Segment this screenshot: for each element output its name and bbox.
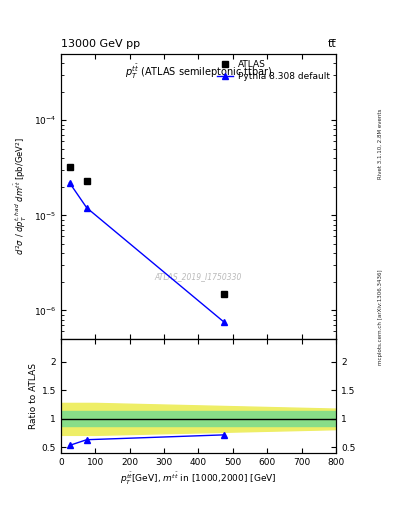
Text: $p_T^{t\bar{t}}$ (ATLAS semileptonic ttbar): $p_T^{t\bar{t}}$ (ATLAS semileptonic ttb… — [125, 62, 272, 80]
Text: Rivet 3.1.10, 2.8M events: Rivet 3.1.10, 2.8M events — [378, 108, 383, 179]
Legend: ATLAS, Pythia 8.308 default: ATLAS, Pythia 8.308 default — [215, 58, 332, 82]
ATLAS — [222, 291, 227, 297]
Y-axis label: Ratio to ATLAS: Ratio to ATLAS — [29, 363, 37, 429]
Y-axis label: $d^2\sigma\ /\ dp_T^{t,had}\ dm^{t\bar{t}}\ \mathrm{[pb/GeV^2]}$: $d^2\sigma\ /\ dp_T^{t,had}\ dm^{t\bar{t… — [13, 137, 29, 255]
ATLAS — [84, 178, 89, 184]
Line: Pythia 8.308 default: Pythia 8.308 default — [66, 180, 228, 326]
Pythia 8.308 default — [67, 180, 72, 186]
Text: tt̅: tt̅ — [327, 38, 336, 49]
ATLAS — [67, 164, 72, 170]
Text: mcplots.cern.ch [arXiv:1306.3436]: mcplots.cern.ch [arXiv:1306.3436] — [378, 270, 383, 365]
Pythia 8.308 default — [84, 205, 89, 211]
Text: ATLAS_2019_I1750330: ATLAS_2019_I1750330 — [155, 272, 242, 281]
Pythia 8.308 default — [222, 319, 227, 325]
Text: 13000 GeV pp: 13000 GeV pp — [61, 38, 140, 49]
X-axis label: $p_T^{t\bar{t}}$[GeV], $m^{t\bar{t}}$ in [1000,2000] [GeV]: $p_T^{t\bar{t}}$[GeV], $m^{t\bar{t}}$ in… — [120, 471, 277, 487]
Line: ATLAS: ATLAS — [66, 164, 228, 297]
